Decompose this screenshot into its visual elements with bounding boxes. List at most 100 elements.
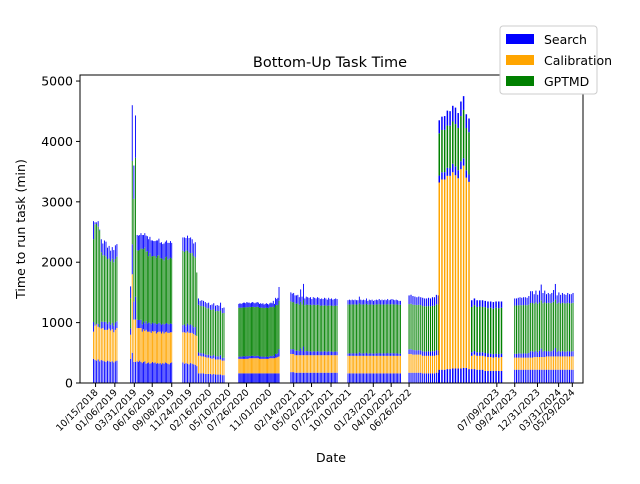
bar-calibration-s7-14 <box>367 356 368 374</box>
bar-search-s9-11 <box>468 118 469 132</box>
bar-search-s5-29 <box>272 303 273 307</box>
bar-search-s8-4 <box>416 373 417 383</box>
bar-search-s3-8 <box>195 327 196 335</box>
bar-search-s9-19 <box>490 301 491 307</box>
bar-gptmd-s10-16 <box>543 303 544 351</box>
bar-search-s6-5 <box>297 351 298 356</box>
bar-search-s5-34 <box>277 298 278 305</box>
bar-calibration-s8-1 <box>410 354 411 373</box>
bar-search-s3-5 <box>190 363 191 383</box>
bar-search-s10-6 <box>525 297 526 305</box>
bar-gptmd-s4-15 <box>224 313 225 358</box>
bar-search-s4-8 <box>212 356 213 359</box>
bar-search-s10-21 <box>551 370 552 383</box>
bar-search-s2-25 <box>169 364 170 383</box>
bar-gptmd-s8-1 <box>410 304 411 349</box>
bar-search-s5-27 <box>269 303 270 307</box>
bar-gptmd-s6-11 <box>306 304 307 351</box>
bar-search-s10-12 <box>535 370 536 383</box>
bar-search-s5-16 <box>257 302 258 307</box>
bar-gptmd-s10-8 <box>528 305 529 353</box>
bar-calibration-s9-12 <box>471 356 472 369</box>
bar-search-s7-12 <box>365 373 366 383</box>
bar-search-s6-11 <box>306 297 307 305</box>
bar-search-s10-15 <box>541 370 542 383</box>
bar-search-s7-15 <box>369 300 370 305</box>
bar-search-s6-25 <box>325 298 326 305</box>
bar-search-s10-0 <box>514 370 515 383</box>
bar-search-s5-15 <box>256 303 257 307</box>
bar-search-s5-10 <box>250 356 251 358</box>
bar-search-s2-24 <box>167 364 168 383</box>
bar-search-s5-6 <box>245 373 246 383</box>
bar-search-s3-6 <box>192 364 193 383</box>
bar-calibration-s5-34 <box>277 357 278 373</box>
bar-search-s7-9 <box>360 300 361 305</box>
bar-calibration-s9-20 <box>493 358 494 371</box>
bar-gptmd-s3-3 <box>187 251 188 324</box>
bar-calibration-s2-19 <box>161 333 162 364</box>
bar-gptmd-s5-9 <box>249 307 250 356</box>
bar-gptmd-s6-26 <box>327 306 328 352</box>
bar-calibration-s7-4 <box>353 356 354 374</box>
bar-search-s5-18 <box>259 373 260 383</box>
bar-search-s4-9 <box>213 303 214 309</box>
bar-calibration-s10-4 <box>521 358 522 370</box>
bar-calibration-s6-33 <box>337 355 338 373</box>
bar-search-s8-7 <box>422 298 423 306</box>
bar-gptmd-s10-21 <box>551 303 552 351</box>
bar-gptmd-s6-1 <box>292 302 293 349</box>
bar-search-s9-3 <box>447 168 448 176</box>
bar-search-s10-21 <box>551 293 552 303</box>
bar-search-s8-4 <box>416 297 417 305</box>
bar-calibration-s9-13 <box>474 355 475 369</box>
bar-search-s10-8 <box>528 296 529 305</box>
bar-search-s10-23 <box>555 348 556 356</box>
bar-search-s10-30 <box>567 351 568 356</box>
bar-gptmd-s10-19 <box>548 303 549 351</box>
bar-search-s9-10 <box>466 170 467 177</box>
bar-search-s10-1 <box>516 354 517 358</box>
bar-calibration-s8-2 <box>412 355 413 373</box>
bar-search-s9-8 <box>460 102 461 117</box>
bar-calibration-s0-0 <box>93 332 94 359</box>
bar-search-s10-27 <box>562 293 563 303</box>
bar-search-s5-3 <box>242 373 243 383</box>
bar-calibration-s7-29 <box>389 356 390 374</box>
bar-search-s6-6 <box>299 297 300 304</box>
bar-search-s7-24 <box>382 300 383 305</box>
bar-gptmd-s6-21 <box>320 306 321 352</box>
bar-calibration-s10-18 <box>546 356 547 369</box>
bar-search-s4-11 <box>217 375 218 383</box>
bar-search-s2-14 <box>155 362 156 383</box>
bar-calibration-s5-12 <box>252 358 253 373</box>
bar-gptmd-s7-3 <box>352 304 353 353</box>
bar-search-s7-37 <box>400 373 401 383</box>
bar-search-s6-31 <box>334 373 335 383</box>
bar-search-s10-2 <box>518 370 519 383</box>
bar-gptmd-s7-6 <box>356 305 357 354</box>
bar-calibration-s0-11 <box>110 330 111 361</box>
bar-search-s10-32 <box>571 294 572 303</box>
bar-search-s5-30 <box>273 301 274 307</box>
bar-search-s7-3 <box>352 373 353 383</box>
bar-search-s10-20 <box>550 370 551 383</box>
bar-search-s4-13 <box>220 375 221 383</box>
bar-search-s7-0 <box>348 300 349 304</box>
bar-search-s9-9 <box>463 368 464 383</box>
bar-calibration-s5-8 <box>248 359 249 373</box>
bar-calibration-s3-9 <box>196 336 197 366</box>
bar-calibration-s2-7 <box>146 330 147 364</box>
bar-search-s2-13 <box>153 324 154 332</box>
bar-search-s2-1 <box>138 362 139 383</box>
bar-search-s5-14 <box>254 356 255 358</box>
bar-search-s10-7 <box>527 354 528 358</box>
bar-search-s5-23 <box>265 373 266 383</box>
bar-calibration-s5-2 <box>241 359 242 373</box>
bar-gptmd-s6-19 <box>317 305 318 352</box>
bar-search-s5-25 <box>267 357 268 359</box>
bar-search-s6-20 <box>318 351 319 355</box>
bar-calibration-s3-7 <box>193 334 194 364</box>
bar-search-s6-29 <box>331 298 332 305</box>
bar-gptmd-s6-33 <box>337 306 338 352</box>
